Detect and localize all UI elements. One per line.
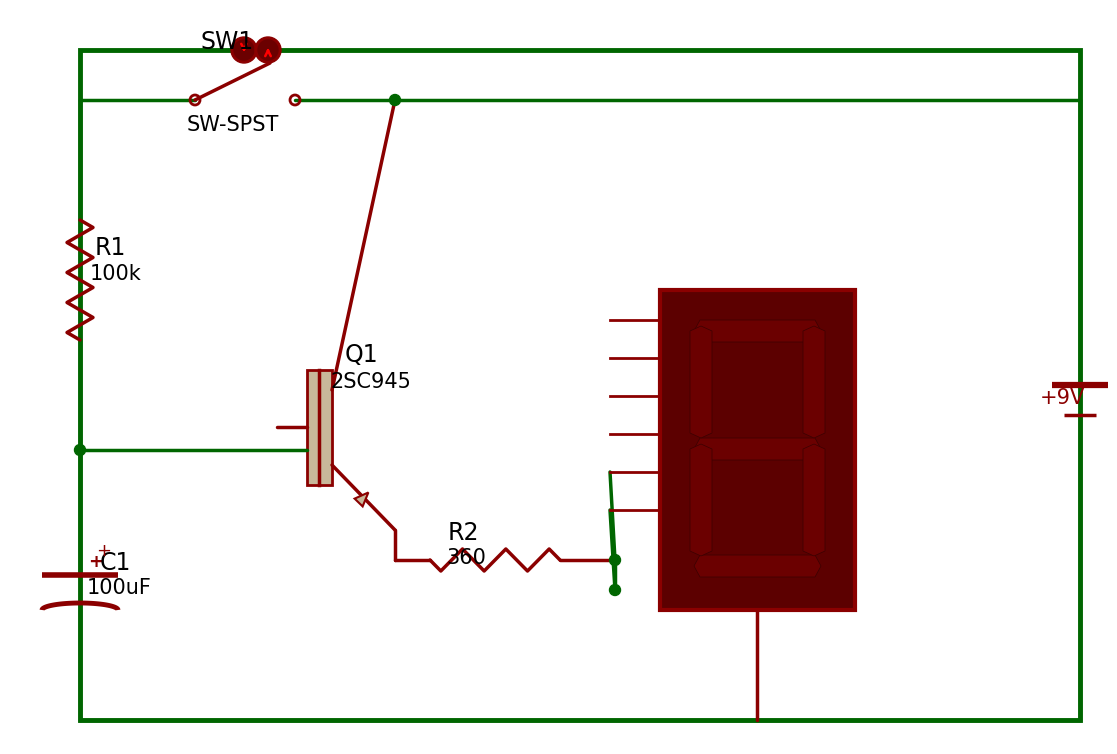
Circle shape bbox=[610, 584, 621, 596]
Text: Q1: Q1 bbox=[345, 343, 379, 367]
Text: 2SC945: 2SC945 bbox=[330, 372, 411, 392]
Bar bbox=[307, 370, 332, 485]
Circle shape bbox=[233, 40, 254, 60]
Text: R1: R1 bbox=[95, 236, 126, 260]
Text: 100k: 100k bbox=[90, 264, 142, 284]
Circle shape bbox=[390, 94, 401, 106]
Text: +: + bbox=[88, 553, 104, 571]
Polygon shape bbox=[694, 320, 821, 342]
Circle shape bbox=[75, 445, 86, 455]
Circle shape bbox=[255, 37, 281, 63]
Polygon shape bbox=[690, 326, 712, 438]
Polygon shape bbox=[803, 326, 825, 438]
Text: SW-SPST: SW-SPST bbox=[187, 115, 279, 135]
Text: +9V: +9V bbox=[1040, 388, 1086, 408]
Polygon shape bbox=[694, 438, 821, 460]
Text: R2: R2 bbox=[448, 521, 479, 545]
Circle shape bbox=[231, 37, 257, 63]
Text: 360: 360 bbox=[446, 548, 486, 568]
Text: +: + bbox=[96, 542, 111, 560]
Text: SW1: SW1 bbox=[200, 30, 254, 54]
Text: C1: C1 bbox=[101, 551, 132, 575]
Circle shape bbox=[258, 40, 278, 60]
Polygon shape bbox=[354, 492, 369, 507]
Text: 100uF: 100uF bbox=[87, 578, 152, 598]
Bar bbox=[660, 290, 855, 610]
Polygon shape bbox=[694, 555, 821, 577]
Polygon shape bbox=[803, 444, 825, 556]
Circle shape bbox=[610, 554, 621, 566]
Polygon shape bbox=[690, 444, 712, 556]
